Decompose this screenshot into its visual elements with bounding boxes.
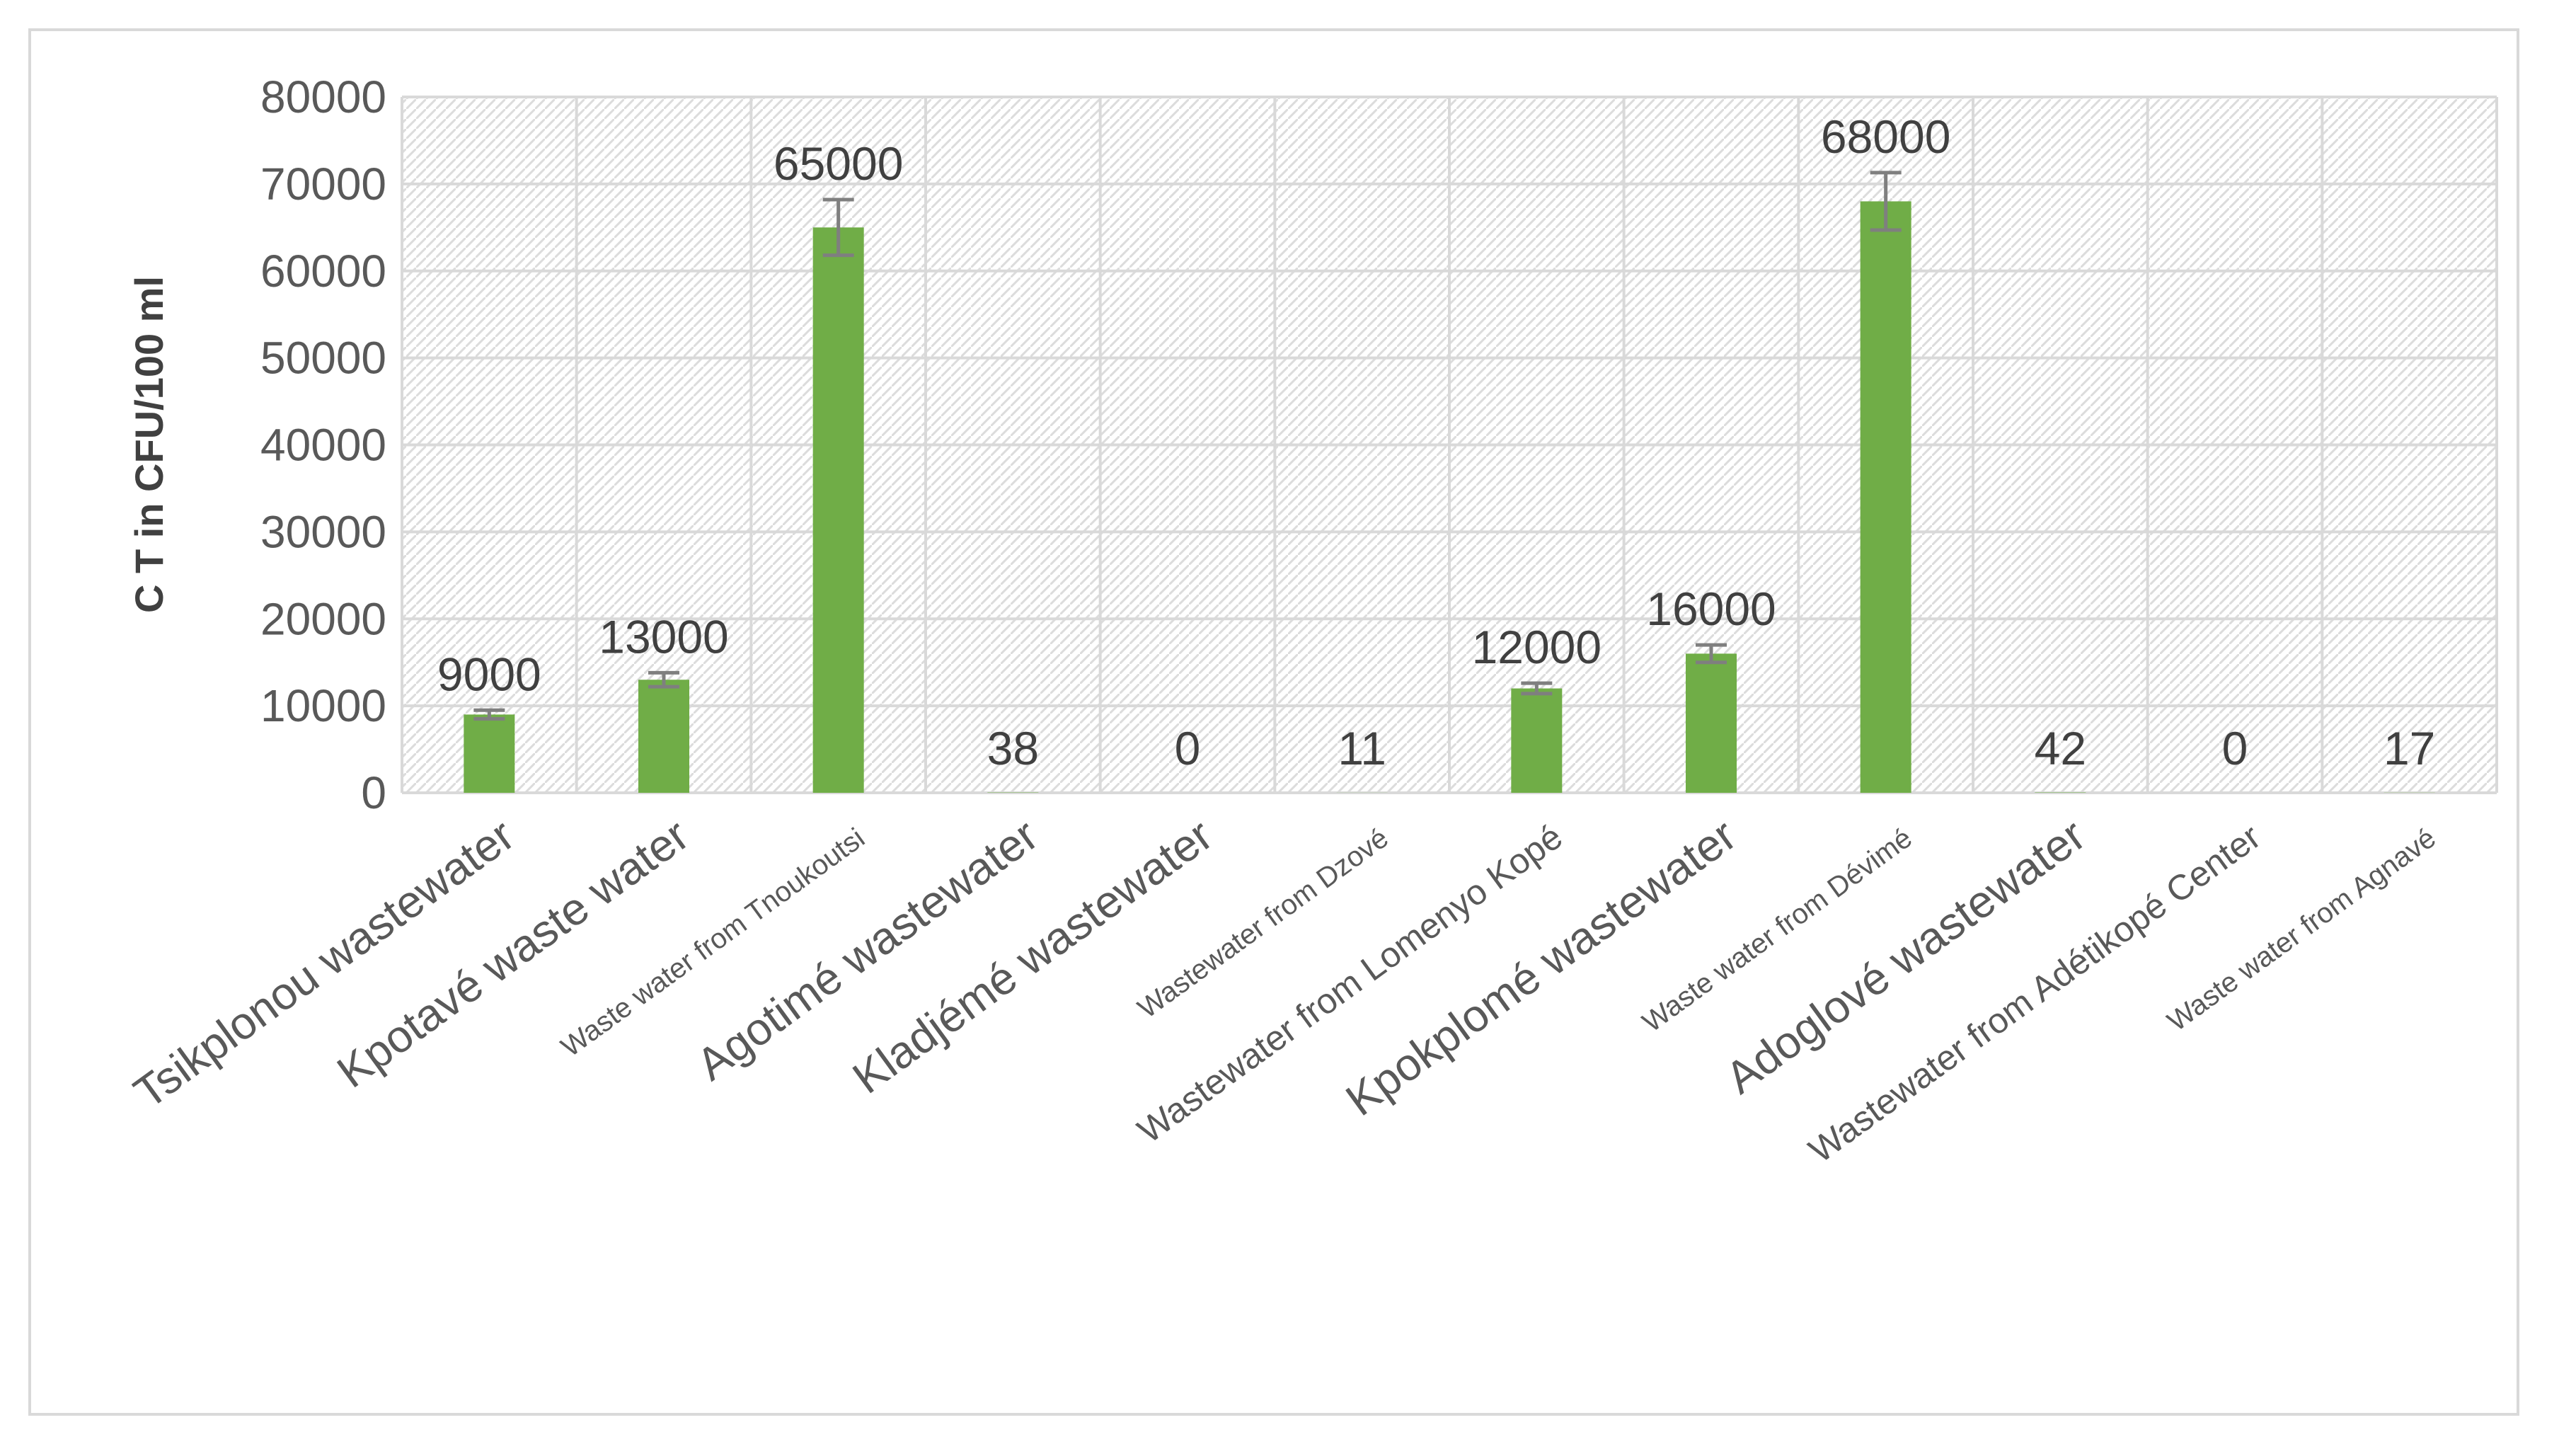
data-label-0: 9000 [437,648,541,700]
y-tick-label-8: 80000 [260,71,386,122]
bar-1 [638,680,689,793]
error-bar-6 [1521,681,1553,696]
data-label-9: 42 [2035,722,2086,774]
error-bar-8 [1870,171,1902,232]
data-label-6: 12000 [1472,621,1602,673]
data-label-7: 16000 [1646,583,1776,635]
data-labels: 9000 13000 65000 38 0 11 12000 16000 68000 42 0 17 [437,110,2435,774]
data-label-4: 0 [1175,722,1201,774]
error-bars [473,171,1902,721]
data-label-2: 65000 [774,137,904,190]
y-tick-label-0: 0 [361,767,386,818]
bar-9 [2035,792,2086,793]
bar-6 [1511,688,1563,793]
data-label-1: 13000 [599,610,729,663]
data-label-3: 38 [987,722,1039,774]
y-tick-label-6: 60000 [260,246,386,297]
y-tick-label-4: 40000 [260,420,386,471]
y-axis-ticks: 0 10000 20000 30000 40000 50000 60000 70000 8000… [260,71,386,818]
y-tick-label-5: 50000 [260,333,386,384]
y-tick-label-3: 30000 [260,506,386,557]
y-tick-label-1: 10000 [260,680,386,731]
error-bar-0 [473,708,505,721]
y-tick-label-7: 70000 [260,159,386,210]
bar-0 [464,714,515,793]
error-bar-1 [648,670,679,689]
bars [464,201,2435,793]
data-label-10: 0 [2222,722,2248,774]
bar-2 [812,227,864,793]
error-bar-2 [822,197,854,258]
data-label-5: 11 [1338,722,1386,774]
bar-7 [1686,653,1737,793]
y-axis-title: C T in CFU/100 ml [127,276,171,613]
y-tick-label-2: 20000 [260,593,386,644]
error-bar-7 [1696,643,1727,665]
bar-8 [1860,201,1911,793]
data-label-11: 17 [2384,722,2435,774]
gridlines [401,96,2498,794]
data-label-8: 68000 [1821,110,1951,163]
